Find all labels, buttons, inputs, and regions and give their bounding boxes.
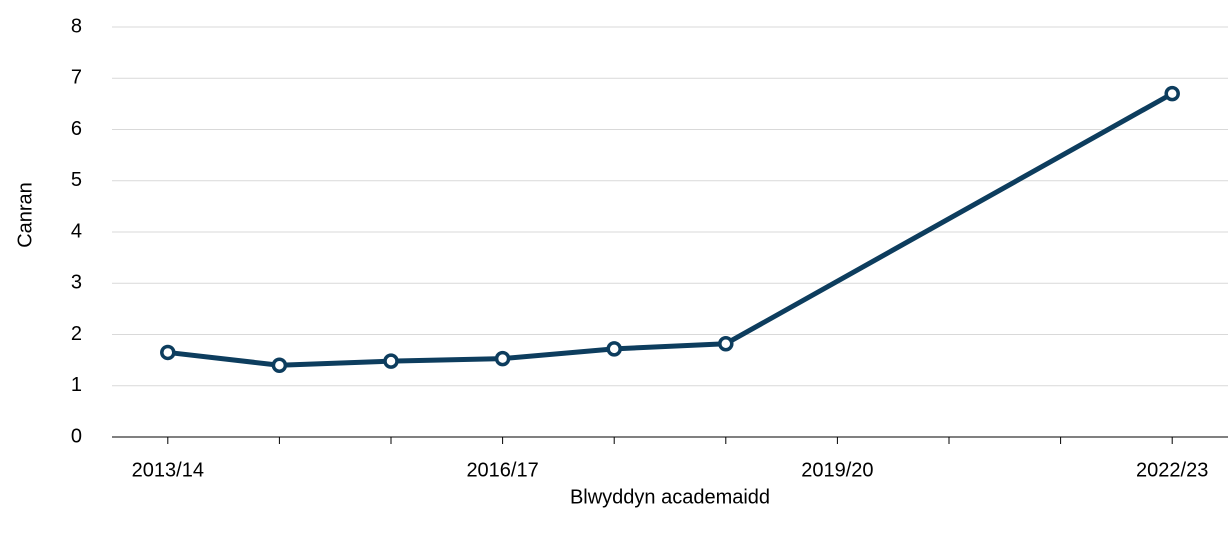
y-tick-label: 7 (71, 67, 82, 89)
y-axis-title: Canran (14, 182, 36, 248)
x-tick-label: 2013/14 (132, 459, 204, 481)
y-tick-label: 2 (71, 323, 82, 345)
marker (383, 353, 399, 369)
marker (160, 344, 176, 361)
y-tick-label: 8 (71, 15, 82, 37)
marker (271, 357, 288, 373)
marker (718, 335, 734, 352)
x-tick-label: 2019/20 (801, 459, 873, 481)
y-tick-label: 6 (71, 118, 82, 140)
x-axis-title: Blwyddyn academaidd (570, 486, 770, 508)
x-tick-label: 2016/17 (466, 459, 538, 481)
y-tick-label: 4 (71, 220, 82, 242)
line (167, 341, 726, 368)
gap-connector (723, 91, 1175, 347)
marker (1164, 85, 1180, 102)
marker (494, 350, 511, 367)
y-tick-label: 1 (71, 374, 82, 396)
marker (606, 341, 622, 357)
y-tick-label: 3 (71, 272, 82, 294)
x-tick-label: 2022/23 (1136, 459, 1208, 481)
y-tick-label: 5 (71, 169, 82, 191)
y-tick-label: 0 (71, 425, 82, 447)
